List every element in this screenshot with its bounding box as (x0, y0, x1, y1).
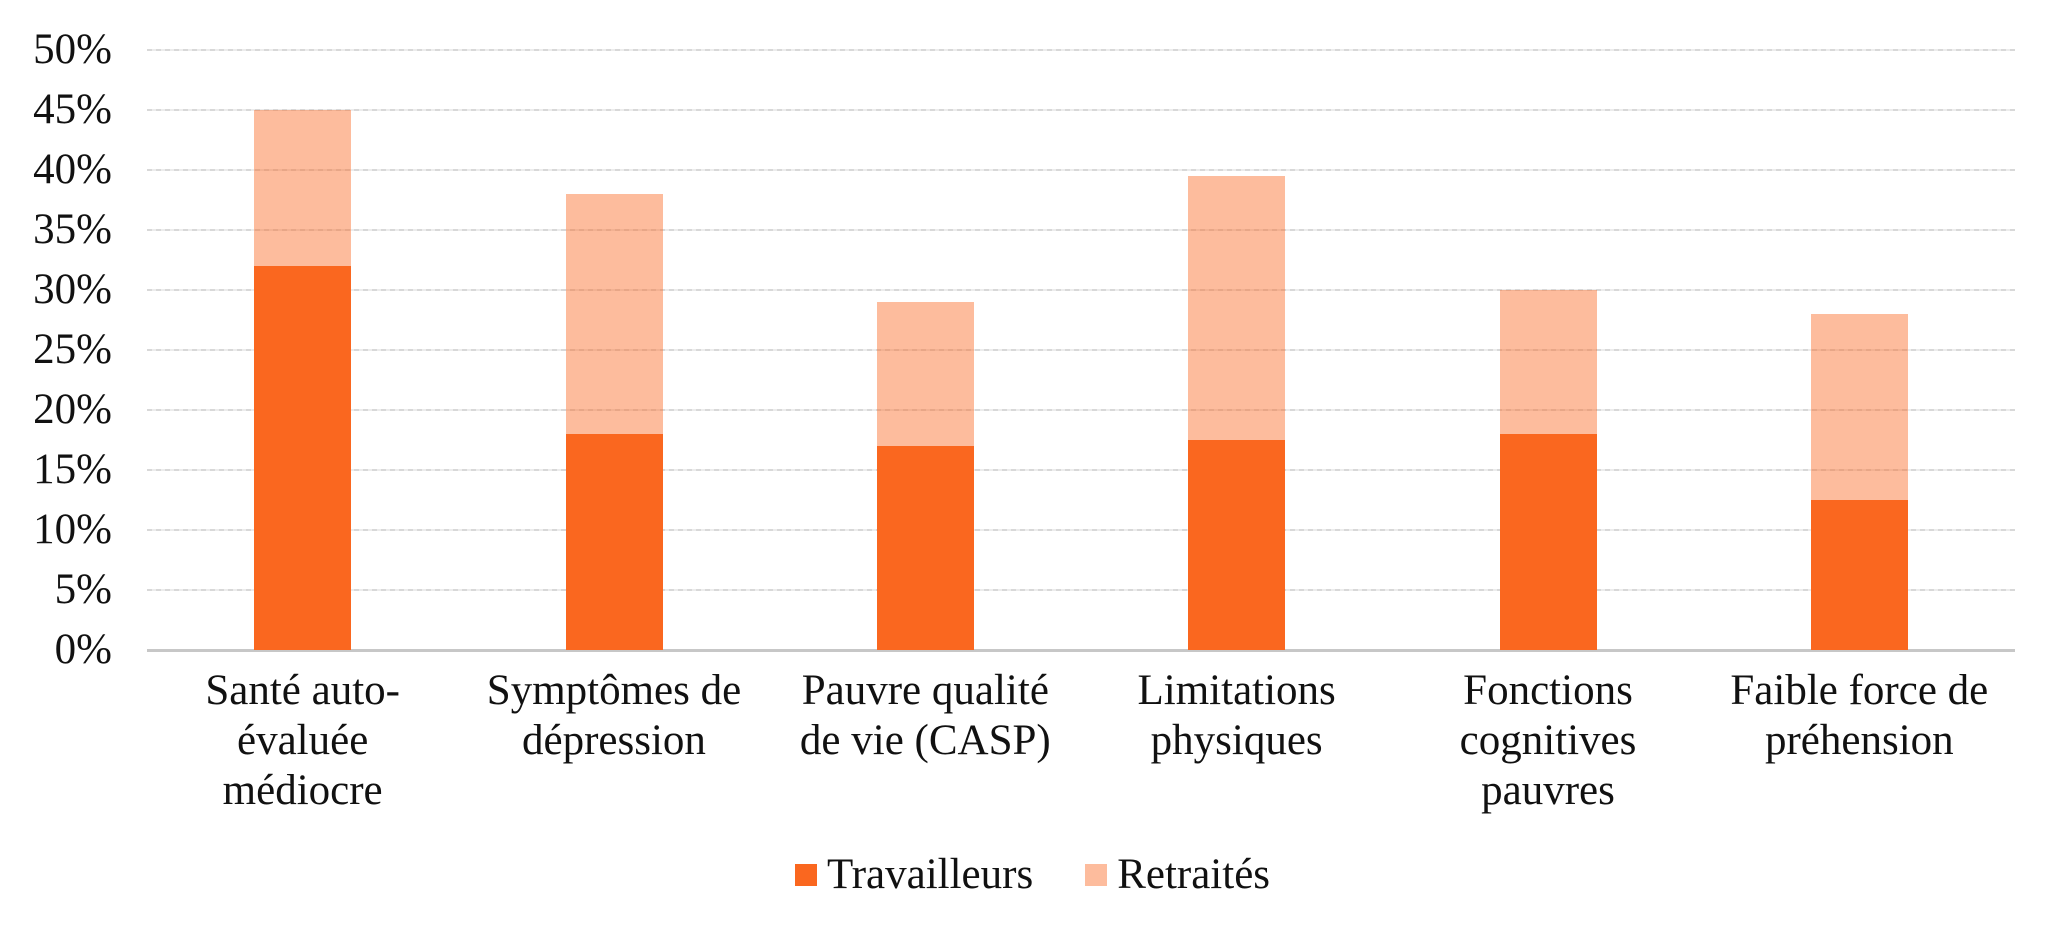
y-gridline-30 (147, 289, 2015, 291)
category-label-5: Faible force de préhension (1730, 667, 1989, 764)
legend-item-travailleurs: Travailleurs (794, 850, 1034, 899)
y-tick-label-10: 10% (33, 506, 112, 553)
y-gridline-25 (147, 349, 2015, 351)
y-tick-label-25: 25% (33, 326, 112, 373)
bar-segment-travailleurs-4 (1499, 434, 1597, 650)
y-tick-label-20: 20% (33, 386, 112, 433)
bar-segment-retraités-1 (565, 194, 663, 434)
bar-segment-travailleurs-2 (876, 446, 974, 650)
bar-segment-retraités-0 (254, 110, 352, 266)
bar-stack-5 (1810, 314, 1908, 650)
y-tick-label-50: 50% (33, 26, 112, 73)
bar-segment-travailleurs-0 (254, 266, 352, 650)
bar-stack-0 (254, 110, 352, 650)
legend-swatch-travailleurs (794, 863, 817, 886)
legend: Travailleurs Retraités (0, 850, 2065, 899)
y-gridline-40 (147, 169, 2015, 171)
y-tick-label-15: 15% (33, 446, 112, 493)
legend-swatch-retraités (1085, 863, 1108, 886)
y-tick-label-35: 35% (33, 206, 112, 253)
bar-stack-4 (1499, 290, 1597, 650)
category-label-0: Santé auto- évaluée médiocre (205, 667, 400, 814)
bar-segment-retraités-4 (1499, 290, 1597, 434)
bar-segment-travailleurs-5 (1810, 500, 1908, 650)
y-gridline-15 (147, 469, 2015, 471)
bar-stack-3 (1188, 176, 1286, 650)
y-tick-label-30: 30% (33, 266, 112, 313)
bar-stack-2 (876, 302, 974, 650)
y-gridline-50 (147, 49, 2015, 51)
y-tick-label-0: 0% (54, 626, 112, 673)
bar-segment-travailleurs-1 (565, 434, 663, 650)
plot-area (147, 49, 2015, 652)
bar-segment-retraités-3 (1188, 176, 1286, 440)
y-gridline-10 (147, 529, 2015, 531)
y-gridline-20 (147, 409, 2015, 411)
y-tick-label-40: 40% (33, 146, 112, 193)
category-label-2: Pauvre qualité de vie (CASP) (799, 667, 1051, 764)
x-axis-line (147, 649, 2015, 652)
bar-stack-1 (565, 194, 663, 650)
bar-segment-travailleurs-3 (1188, 440, 1286, 650)
bar-segment-retraités-2 (876, 302, 974, 446)
y-gridline-5 (147, 589, 2015, 591)
legend-label-retraités: Retraités (1117, 851, 1271, 898)
category-label-4: Fonctions cognitives pauvres (1459, 667, 1637, 814)
y-gridline-45 (147, 109, 2015, 111)
y-tick-label-45: 45% (33, 86, 112, 133)
y-gridline-35 (147, 229, 2015, 231)
legend-label-travailleurs: Travailleurs (826, 851, 1034, 898)
bar-segment-retraités-5 (1810, 314, 1908, 500)
category-label-3: Limitations physiques (1137, 667, 1336, 764)
y-tick-label-5: 5% (54, 566, 112, 613)
legend-item-retraités: Retraités (1085, 850, 1270, 899)
category-label-1: Symptômes de dépression (486, 667, 742, 764)
